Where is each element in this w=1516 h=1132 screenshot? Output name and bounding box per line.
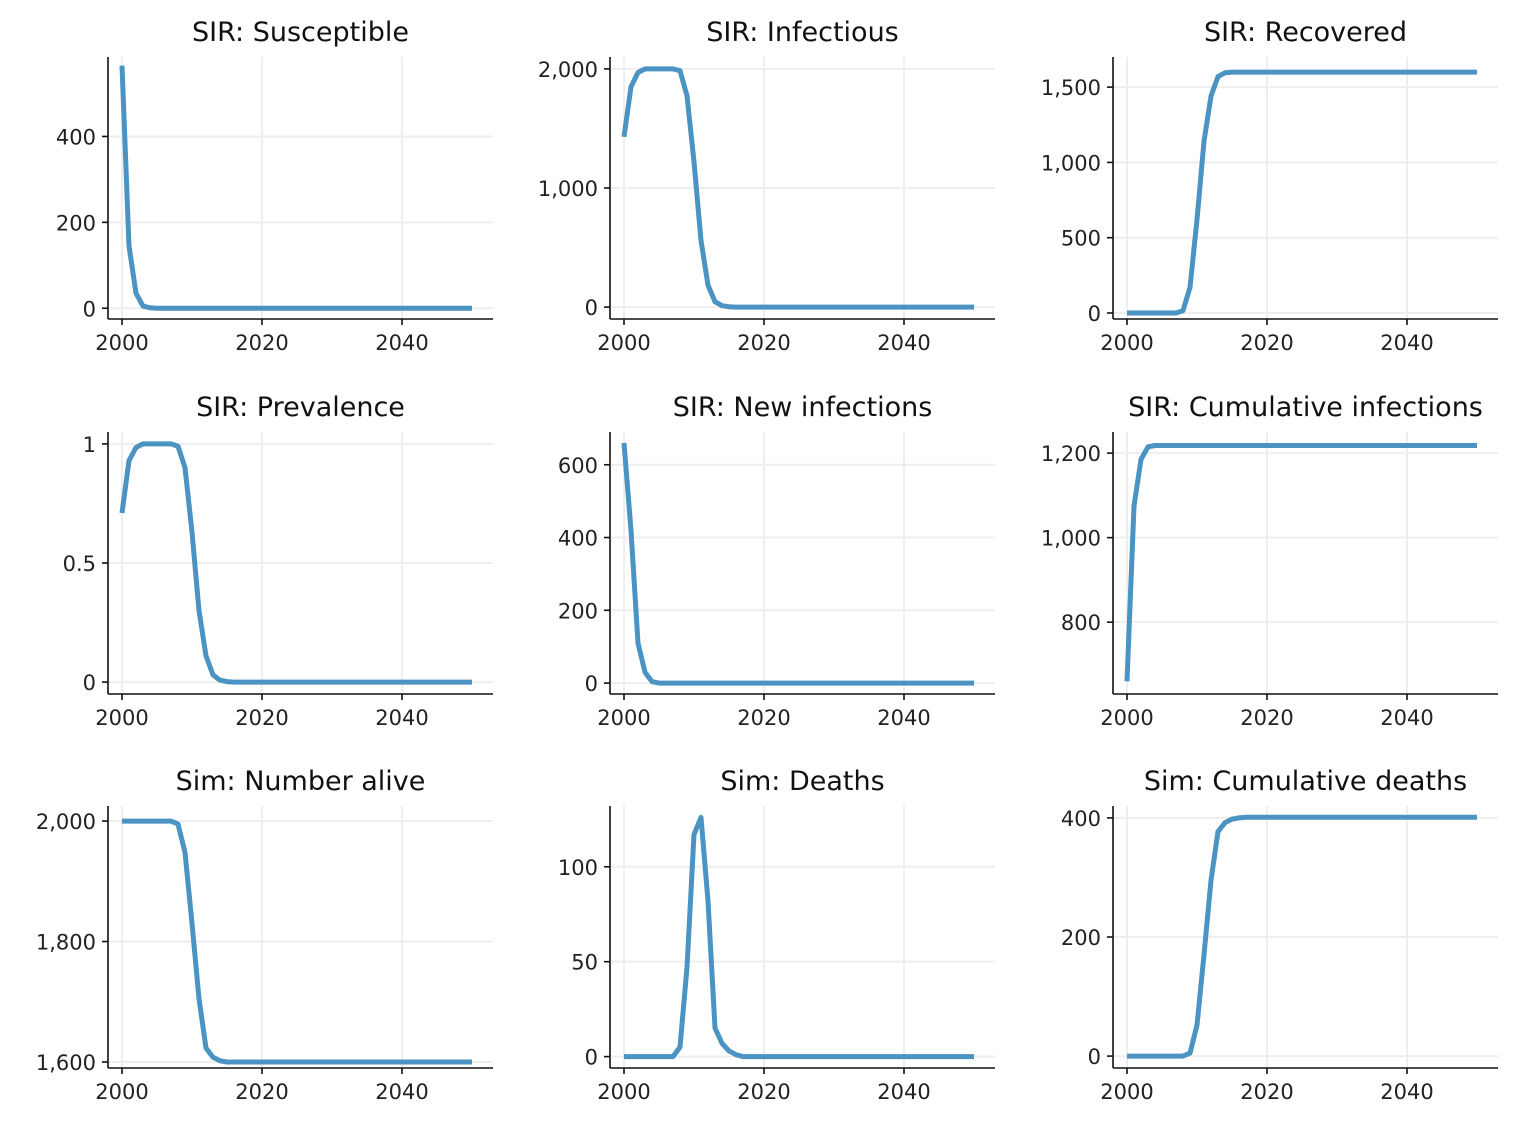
series-line xyxy=(1127,814,1477,1059)
y-tick-label: 200 xyxy=(1061,926,1101,950)
chart-title: SIR: Prevalence xyxy=(196,392,405,423)
chart-title: Sim: Number alive xyxy=(176,766,426,797)
x-tick-label: 2020 xyxy=(737,331,790,355)
subplot-3: 2000 2020 2040 0 500 1,000 1,500 SIR: Recovered xyxy=(1041,17,1498,355)
y-tick-label: 1,200 xyxy=(1041,442,1101,466)
chart-title: SIR: Infectious xyxy=(706,17,899,48)
chart-title: Sim: Deaths xyxy=(720,766,884,797)
subplot-4: 2000 2020 2040 0 0.5 1 SIR: Prevalence xyxy=(63,392,493,730)
series-line xyxy=(119,441,472,685)
subplot-8: 2000 2020 2040 0 50 100 Sim: Deaths xyxy=(558,766,995,1104)
y-tick-label: 600 xyxy=(558,454,598,478)
y-tick-label: 1,800 xyxy=(36,931,96,955)
y-tick-label: 0 xyxy=(585,672,598,696)
subplot-2: 2000 2020 2040 0 1,000 2,000 SIR: Infectious xyxy=(538,17,995,355)
chart-title: SIR: Susceptible xyxy=(192,17,409,48)
x-tick-label: 2040 xyxy=(877,706,930,730)
y-tick-label: 400 xyxy=(558,527,598,551)
x-tick-label: 2000 xyxy=(1100,706,1153,730)
y-tick-label: 100 xyxy=(558,856,598,880)
x-tick-label: 2040 xyxy=(877,331,930,355)
y-tick-label: 0 xyxy=(83,671,96,695)
x-tick-label: 2040 xyxy=(1380,1080,1433,1104)
x-tick-label: 2020 xyxy=(235,1080,288,1104)
y-tick-label: 200 xyxy=(56,211,96,235)
y-tick-label: 0 xyxy=(83,297,96,321)
x-tick-label: 2020 xyxy=(737,706,790,730)
y-tick-label: 200 xyxy=(558,599,598,623)
y-tick-label: 1,000 xyxy=(1041,151,1101,175)
subplot-6: 2000 2020 2040 800 1,000 1,200 SIR: Cumulative… xyxy=(1041,392,1498,730)
x-tick-label: 2040 xyxy=(1380,331,1433,355)
y-tick-label: 0 xyxy=(585,296,598,320)
y-tick-label: 0 xyxy=(1088,1045,1101,1069)
y-tick-label: 0 xyxy=(585,1046,598,1070)
y-tick-label: 400 xyxy=(1061,807,1101,831)
x-tick-label: 2040 xyxy=(877,1080,930,1104)
chart-title: SIR: Recovered xyxy=(1204,17,1407,48)
x-tick-label: 2000 xyxy=(95,1080,148,1104)
x-tick-label: 2040 xyxy=(375,1080,428,1104)
x-tick-label: 2020 xyxy=(1240,331,1293,355)
x-tick-label: 2020 xyxy=(235,706,288,730)
x-tick-label: 2040 xyxy=(375,706,428,730)
y-tick-label: 400 xyxy=(56,125,96,149)
x-tick-label: 2000 xyxy=(597,331,650,355)
y-tick-label: 0 xyxy=(1088,302,1101,326)
series-line xyxy=(1127,69,1477,316)
x-tick-label: 2020 xyxy=(1240,706,1293,730)
y-tick-label: 1,500 xyxy=(1041,76,1101,100)
x-tick-label: 2000 xyxy=(597,706,650,730)
x-tick-label: 2020 xyxy=(235,331,288,355)
x-tick-label: 2000 xyxy=(1100,331,1153,355)
series-line xyxy=(1124,443,1477,682)
y-tick-label: 1,600 xyxy=(36,1051,96,1075)
series-line xyxy=(119,65,472,311)
series-line xyxy=(122,818,472,1065)
y-tick-label: 50 xyxy=(571,951,598,975)
y-tick-label: 800 xyxy=(1061,611,1101,635)
x-tick-label: 2040 xyxy=(1380,706,1433,730)
subplot-5: 2000 2020 2040 0 200 400 600 SIR: New infection… xyxy=(558,392,995,730)
series-line xyxy=(624,814,974,1060)
subplot-1: 2000 2020 2040 0 200 400 SIR: Susceptible xyxy=(56,17,493,355)
chart-title: Sim: Cumulative deaths xyxy=(1144,766,1467,797)
y-tick-label: 500 xyxy=(1061,227,1101,251)
y-tick-label: 1,000 xyxy=(1041,527,1101,551)
x-tick-label: 2000 xyxy=(1100,1080,1153,1104)
series-line xyxy=(621,66,974,310)
x-tick-label: 2040 xyxy=(375,331,428,355)
x-tick-label: 2000 xyxy=(597,1080,650,1104)
subplot-7: 2000 2020 2040 1,600 1,800 2,000 Sim: Number a… xyxy=(36,766,493,1104)
y-tick-label: 2,000 xyxy=(36,810,96,834)
y-tick-label: 1 xyxy=(83,433,96,457)
series-line xyxy=(621,442,974,686)
y-tick-label: 1,000 xyxy=(538,177,598,201)
y-tick-label: 0.5 xyxy=(63,552,96,576)
chart-title: SIR: Cumulative infections xyxy=(1128,392,1483,423)
subplot-9: 2000 2020 2040 0 200 400 Sim: Cumulative death… xyxy=(1061,766,1498,1104)
y-tick-label: 2,000 xyxy=(538,58,598,82)
x-tick-label: 2000 xyxy=(95,331,148,355)
x-tick-label: 2000 xyxy=(95,706,148,730)
x-tick-label: 2020 xyxy=(737,1080,790,1104)
chart-title: SIR: New infections xyxy=(673,392,933,423)
x-tick-label: 2020 xyxy=(1240,1080,1293,1104)
